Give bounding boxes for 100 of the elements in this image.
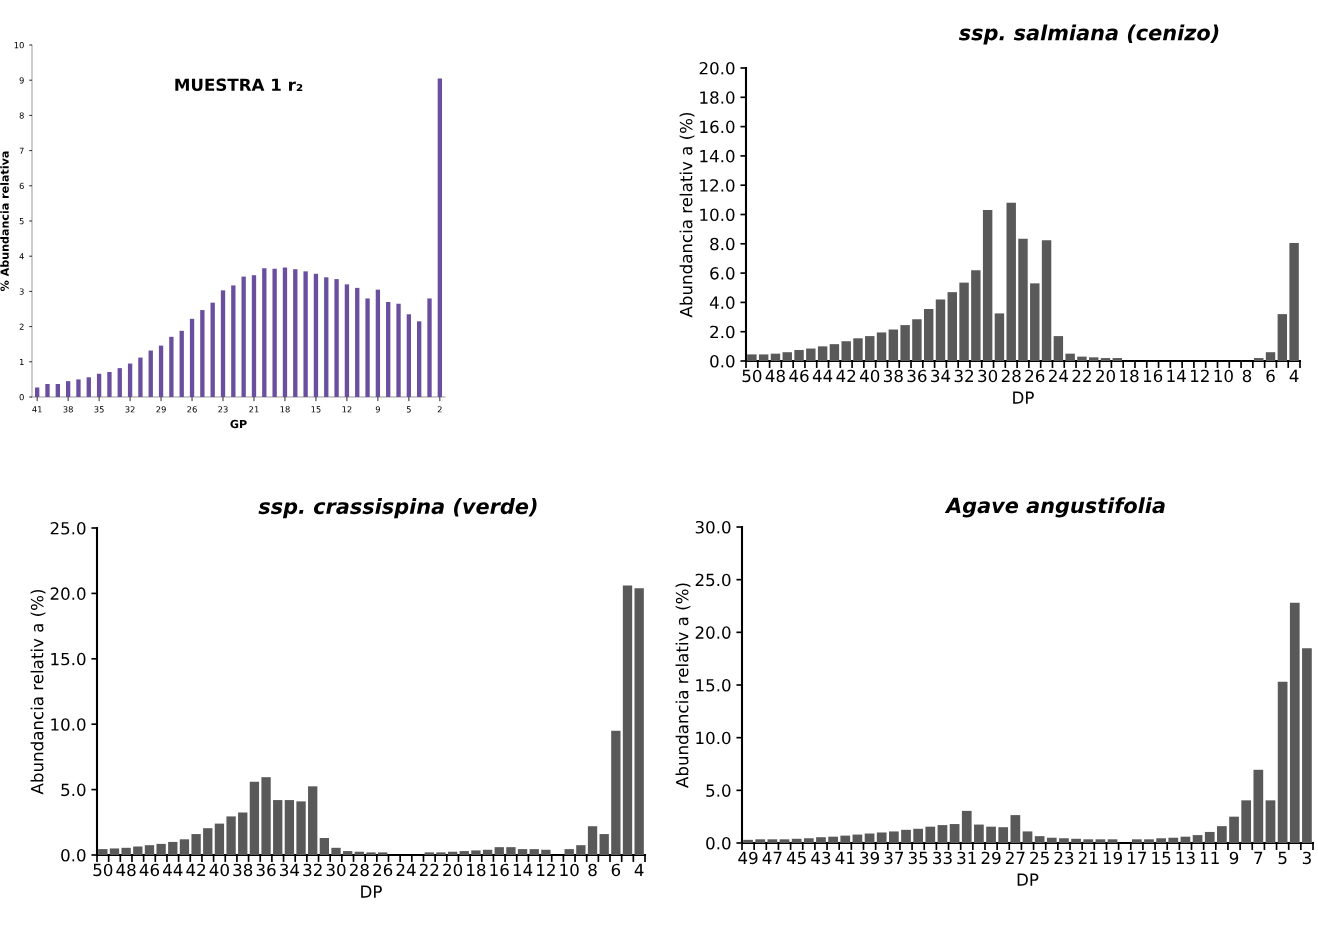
bar [386, 301, 391, 397]
bar [1241, 800, 1252, 843]
x-tick-label: 38 [233, 863, 253, 877]
x-tick-label: 21 [249, 406, 259, 413]
bar [107, 372, 112, 397]
bar [226, 816, 236, 855]
bar [331, 847, 341, 855]
bar [829, 344, 840, 361]
bar [770, 353, 781, 361]
bar [935, 299, 946, 361]
y-tick-label: 0 [19, 393, 24, 401]
bar [417, 321, 422, 397]
x-tick-label: 30 [326, 863, 346, 877]
x-tick-label: 12 [537, 863, 555, 876]
x-tick-label: 26 [373, 863, 393, 877]
y-tick-label: 12.0 [700, 179, 735, 192]
x-tick-label: 29 [156, 406, 166, 413]
bar [179, 330, 184, 397]
x-tick-label: 22 [419, 863, 439, 876]
x-axis-title: DP [1017, 873, 1039, 886]
y-axis-title: Abundancia relativ a (%) [679, 112, 695, 318]
bar [634, 588, 644, 855]
x-tick-label: 26 [1025, 369, 1045, 383]
bar [1046, 837, 1057, 843]
bar [1089, 357, 1099, 361]
bar [1289, 602, 1300, 843]
bar [853, 338, 863, 361]
bar [1010, 815, 1021, 843]
bar [284, 800, 295, 855]
x-tick-label: 27 [1005, 851, 1025, 864]
x-tick-label: 4 [634, 863, 644, 876]
bar [437, 78, 443, 397]
bar [998, 827, 1009, 843]
x-tick-label: 40 [859, 369, 880, 383]
y-tick-label: 5.0 [706, 784, 731, 797]
bar [334, 279, 339, 397]
x-tick-label: 2 [437, 406, 442, 413]
x-tick-label: 29 [981, 851, 1001, 865]
x-tick-label: 47 [762, 851, 782, 864]
bar [767, 839, 778, 843]
x-tick-label: 16 [490, 863, 509, 877]
x-tick-label: 5 [406, 406, 411, 413]
y-tick-label: 18.0 [700, 91, 735, 104]
bar [599, 834, 609, 855]
x-tick-label: 30 [978, 369, 998, 383]
bar [1302, 648, 1312, 843]
x-tick-label: 5 [1278, 851, 1287, 865]
y-tick-label: 15.0 [696, 678, 731, 692]
y-tick-label: 16.0 [700, 120, 735, 134]
bar [622, 585, 633, 855]
bar [396, 303, 401, 397]
x-tick-label: 23 [218, 406, 228, 413]
bar [1217, 826, 1227, 843]
x-tick-label: 46 [789, 369, 809, 383]
bar [803, 838, 814, 843]
bar [982, 210, 993, 361]
bar [840, 835, 851, 843]
y-tick-label: 10.0 [51, 718, 86, 731]
x-tick-label: 15 [311, 406, 321, 413]
y-axis-title: Abundancia relativ a (%) [30, 589, 46, 795]
bar [282, 267, 288, 397]
x-tick-label: 36 [907, 369, 927, 383]
bar [971, 270, 981, 361]
x-tick-label: 35 [94, 406, 104, 413]
y-tick-label: 0.0 [706, 836, 731, 850]
bar [828, 836, 838, 843]
bar [1277, 681, 1288, 843]
bar [794, 350, 804, 361]
y-axis-title: % Abundancia relativa [0, 151, 9, 291]
y-tick-label: 25.0 [695, 573, 731, 587]
x-tick-label: 31 [957, 851, 976, 865]
bar [587, 826, 598, 855]
x-tick-label: 9 [1229, 851, 1239, 865]
bar [959, 282, 969, 361]
y-tick-label: 5.0 [61, 783, 86, 797]
bar [109, 848, 120, 855]
x-axis-title: GP [230, 419, 247, 429]
y-tick-label: 15.0 [51, 652, 86, 666]
bar [366, 852, 376, 855]
y-tick-label: 8 [19, 112, 24, 119]
bar [1018, 238, 1028, 361]
bar [1112, 358, 1123, 361]
x-tick-label: 12 [1191, 369, 1209, 382]
y-tick-label: 4.0 [709, 296, 735, 309]
bar [214, 823, 225, 855]
x-tick-label: 38 [63, 406, 73, 413]
bar [459, 851, 469, 855]
bar [406, 314, 412, 397]
bar [923, 308, 934, 361]
x-tick-label: 6 [611, 863, 621, 877]
bar [138, 357, 143, 397]
bar [308, 786, 318, 855]
bar [974, 824, 984, 843]
bar [1100, 358, 1111, 361]
chart-title: ssp. salmiana (cenizo) [958, 24, 1219, 45]
bar [1265, 800, 1276, 843]
x-tick-label: 50 [742, 369, 762, 383]
y-tick-label: 2 [19, 323, 24, 330]
y-tick-label: 20.0 [699, 61, 735, 75]
bar [1204, 831, 1215, 843]
